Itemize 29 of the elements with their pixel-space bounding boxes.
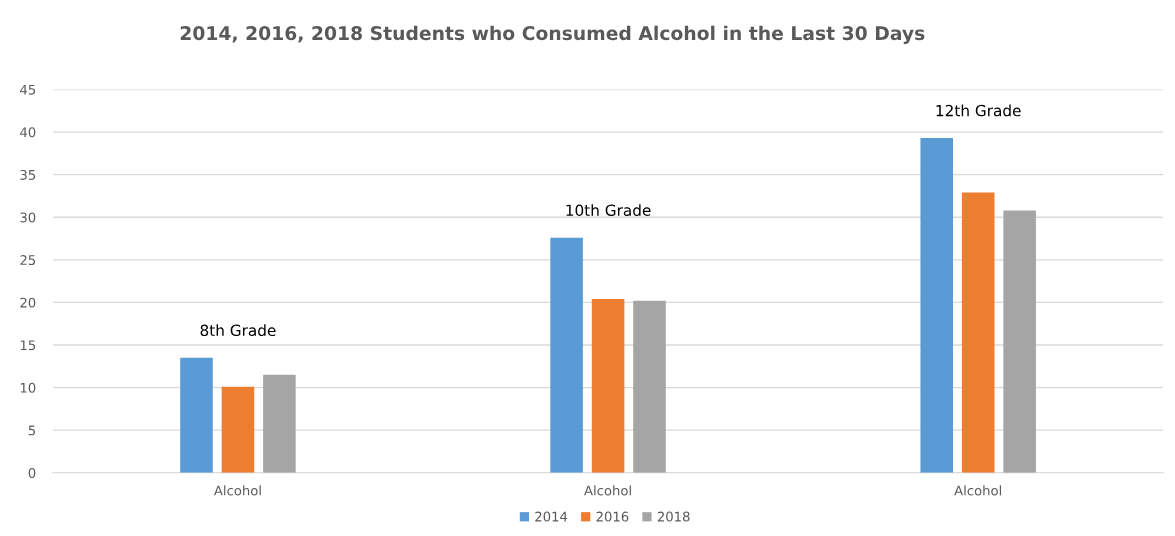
y-tick-label: 25 [20, 255, 36, 266]
y-tick-label: 15 [20, 340, 36, 351]
annotation: 12th Grade [936, 104, 1021, 117]
bar [633, 300, 666, 473]
bar [920, 138, 954, 473]
bar [591, 299, 625, 473]
bar [263, 374, 296, 473]
y-tick-label: 45 [20, 84, 36, 95]
y-tick-label: 35 [20, 169, 36, 180]
y-tick-label: 5 [28, 425, 36, 436]
annotation: 10th Grade [566, 204, 651, 216]
y-tick-label: 10 [20, 382, 36, 393]
legend-label: 2014 [535, 511, 568, 522]
y-tick-label: 30 [20, 212, 36, 223]
bar [1003, 210, 1036, 473]
x-tick-label: Alcohol [954, 485, 1002, 496]
annotation: 8th Grade [200, 324, 276, 337]
legend-label: 2018 [657, 511, 690, 522]
y-tick-label: 20 [20, 297, 36, 308]
legend-label: 2016 [596, 511, 629, 522]
y-tick-label: 40 [20, 127, 36, 138]
chart-title: 2014, 2016, 2018 Students who Consumed Alcohol in the Last 30 Days [180, 25, 925, 44]
y-tick-label: 0 [28, 467, 36, 478]
x-tick-label: Alcohol [584, 485, 631, 496]
bar [550, 237, 583, 473]
bar [961, 192, 995, 473]
x-tick-label: Alcohol [213, 485, 261, 496]
bar [180, 357, 213, 473]
bar [221, 386, 255, 473]
